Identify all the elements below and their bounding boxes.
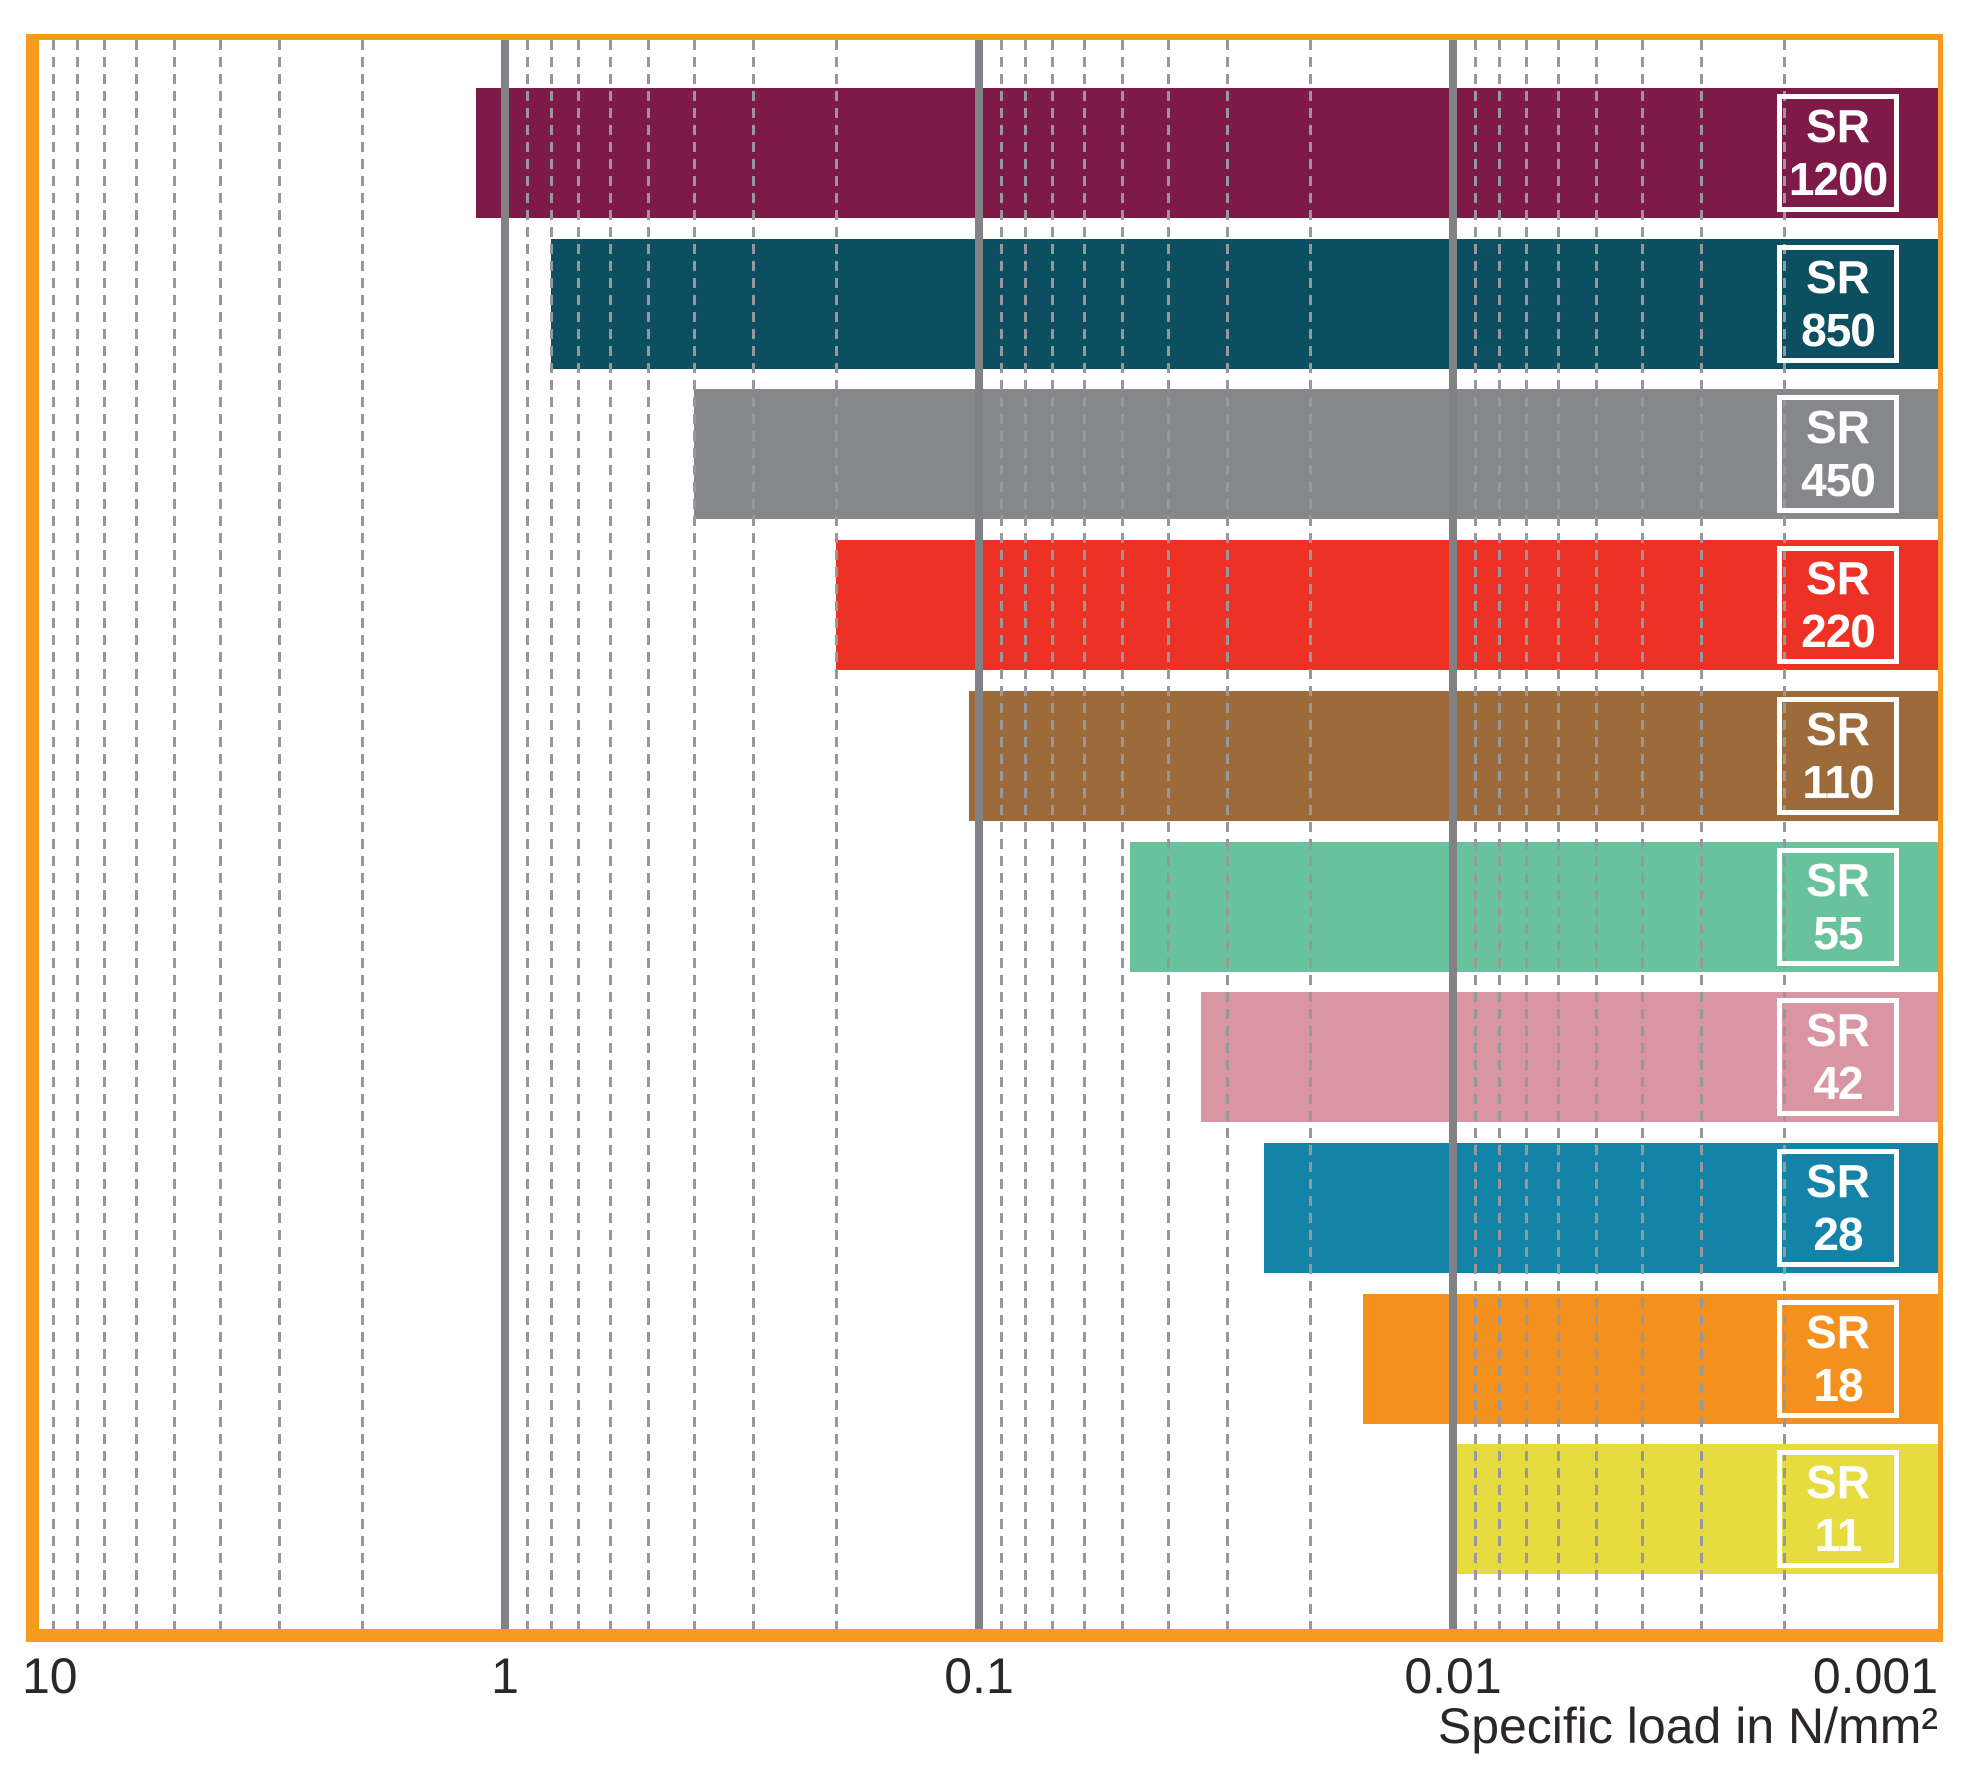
x-tick-0.1: 0.1 [944,1648,1014,1704]
x-tick-0.001: 0.001 [1812,1648,1938,1704]
x-axis-title: Specific load in N/mm² [1437,1698,1938,1754]
x-tick-1: 1 [491,1648,519,1704]
plot-frame [26,34,1943,1642]
x-tick-10: 10 [22,1648,78,1704]
x-tick-0.01: 0.01 [1404,1648,1502,1704]
